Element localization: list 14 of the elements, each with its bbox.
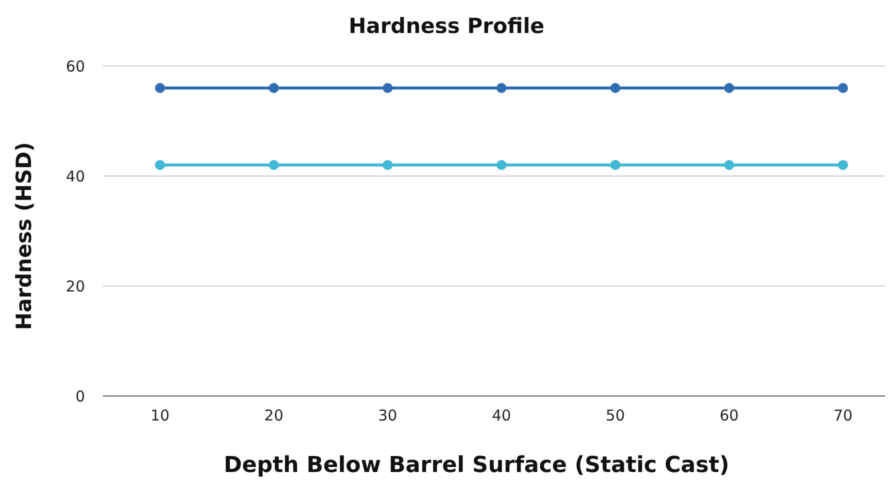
x-tick-label: 40	[492, 406, 512, 425]
y-tick-label: 20	[66, 277, 85, 296]
x-tick-label: 50	[606, 406, 625, 425]
x-tick-label: 10	[150, 406, 170, 425]
y-tick-label: 60	[66, 57, 85, 76]
x-tick-label: 30	[378, 406, 398, 425]
y-tick-label: 0	[75, 387, 85, 406]
y-tick-label: 40	[66, 167, 85, 186]
x-tick-label: 70	[833, 406, 853, 425]
x-axis-title: Depth Below Barrel Surface (Static Cast)	[222, 453, 730, 478]
x-tick-label: 20	[264, 406, 284, 425]
x-tick-label: 60	[720, 406, 739, 425]
chart-title: Hardness Profile	[348, 14, 546, 38]
y-axis-title: Hardness (HSD)	[12, 142, 36, 330]
